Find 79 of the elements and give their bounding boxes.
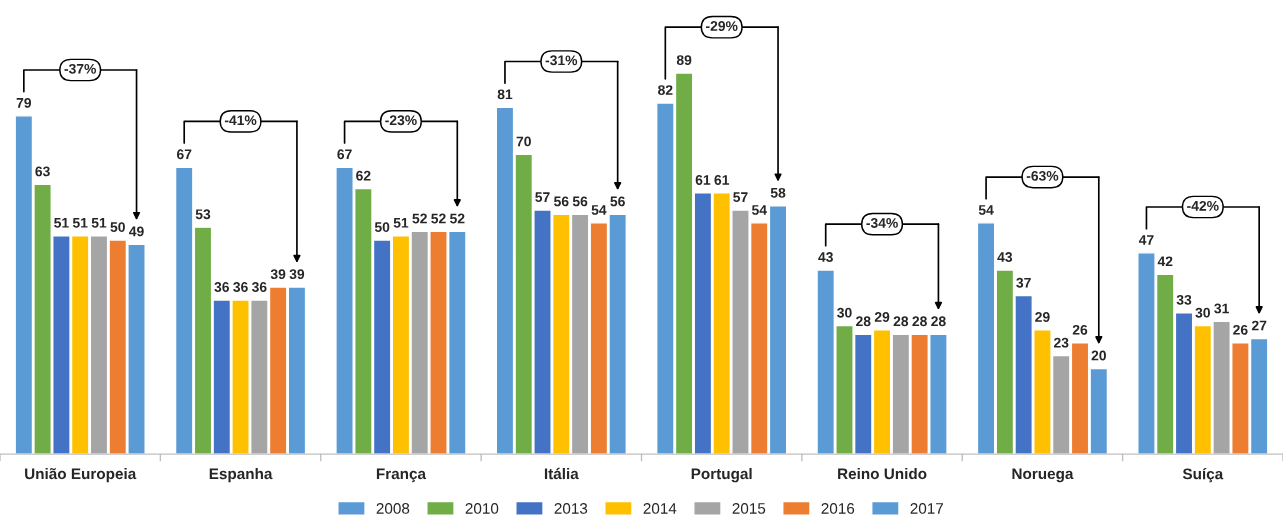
data-label: 81 xyxy=(497,89,513,100)
x-tick-label: França xyxy=(376,468,427,483)
data-label: 82 xyxy=(658,85,673,95)
data-label: 54 xyxy=(751,205,767,215)
data-label: 31 xyxy=(1214,303,1229,314)
x-tick-label: Noruega xyxy=(1012,468,1074,483)
data-label: 57 xyxy=(535,192,550,203)
data-label: 70 xyxy=(516,136,531,147)
data-label: 54 xyxy=(978,205,994,215)
data-label: 28 xyxy=(912,316,927,327)
data-label: 36 xyxy=(233,282,248,292)
data-label: 89 xyxy=(676,55,692,65)
data-label: 30 xyxy=(837,307,852,318)
x-tick-label: Portugal xyxy=(691,467,752,483)
annotation: -42% xyxy=(1187,200,1219,211)
legend-label: 2015 xyxy=(732,503,766,514)
data-label: 52 xyxy=(450,213,465,224)
x-tick-label: Espanha xyxy=(209,467,273,483)
data-label: 50 xyxy=(110,222,125,232)
text: -31% xyxy=(545,55,578,66)
data-label: 27 xyxy=(1251,320,1267,331)
x-tick-label: Reino Unido xyxy=(838,467,927,480)
data-label: 39 xyxy=(270,269,286,280)
data-label: 36 xyxy=(214,282,229,292)
legend-label: 2014 xyxy=(643,503,677,514)
data-label: 53 xyxy=(195,209,211,220)
data-label: 28 xyxy=(931,316,946,327)
legend-label: 2010 xyxy=(465,503,499,514)
data-label: 61 xyxy=(695,175,711,185)
data-label: 42 xyxy=(1157,256,1173,267)
data-label: 36 xyxy=(251,282,267,292)
data-label: 51 xyxy=(72,218,88,228)
data-label: 51 xyxy=(91,218,107,228)
annotation: -63% xyxy=(1026,170,1059,181)
data-label: 26 xyxy=(1072,324,1088,335)
data-label: 26 xyxy=(1233,324,1248,335)
data-label: 51 xyxy=(54,218,69,228)
legend-label: 2008 xyxy=(376,503,410,514)
data-label: 57 xyxy=(733,192,748,203)
data-label: 56 xyxy=(610,196,625,207)
legend-label: 2017 xyxy=(910,503,944,514)
data-label: 29 xyxy=(874,312,890,322)
data-label: 49 xyxy=(129,226,144,237)
data-label: 29 xyxy=(1035,312,1050,322)
legend-label: 2013 xyxy=(554,503,588,514)
data-label: 61 xyxy=(714,175,730,185)
data-label: 50 xyxy=(374,222,390,232)
data-label: 52 xyxy=(431,213,446,224)
annotation: -41% xyxy=(224,115,257,126)
data-label: 39 xyxy=(289,269,305,280)
data-label: 56 xyxy=(554,196,569,207)
data-label: 28 xyxy=(893,316,909,327)
data-label: 58 xyxy=(770,187,786,198)
data-label: 20 xyxy=(1091,350,1106,361)
x-tick-label: Itália xyxy=(544,467,579,480)
data-label: 30 xyxy=(1195,307,1210,318)
data-label: 37 xyxy=(1016,277,1031,288)
data-label: 67 xyxy=(337,149,352,160)
data-label: 54 xyxy=(591,205,607,215)
data-label: 56 xyxy=(572,196,588,207)
data-label: 23 xyxy=(1053,337,1069,348)
data-label: 52 xyxy=(412,213,427,224)
annotation: -23% xyxy=(385,115,417,126)
data-label: 62 xyxy=(356,170,371,181)
data-label: 33 xyxy=(1176,294,1192,305)
x-tick-label: Suíça xyxy=(1182,467,1224,483)
data-label: 67 xyxy=(176,149,192,160)
data-label: 47 xyxy=(1138,235,1154,245)
data-label: 63 xyxy=(35,166,50,177)
data-label: 51 xyxy=(393,218,409,228)
data-label: 43 xyxy=(818,252,833,262)
legend-label: 2016 xyxy=(821,503,855,514)
data-label: 43 xyxy=(997,252,1013,262)
text: -29% xyxy=(706,21,738,31)
data-label: 28 xyxy=(856,316,871,327)
x-tick-label: União Europeia xyxy=(25,467,137,483)
annotation: -34% xyxy=(866,218,898,228)
data-label: 79 xyxy=(16,97,32,108)
annotation: -37% xyxy=(64,63,97,74)
